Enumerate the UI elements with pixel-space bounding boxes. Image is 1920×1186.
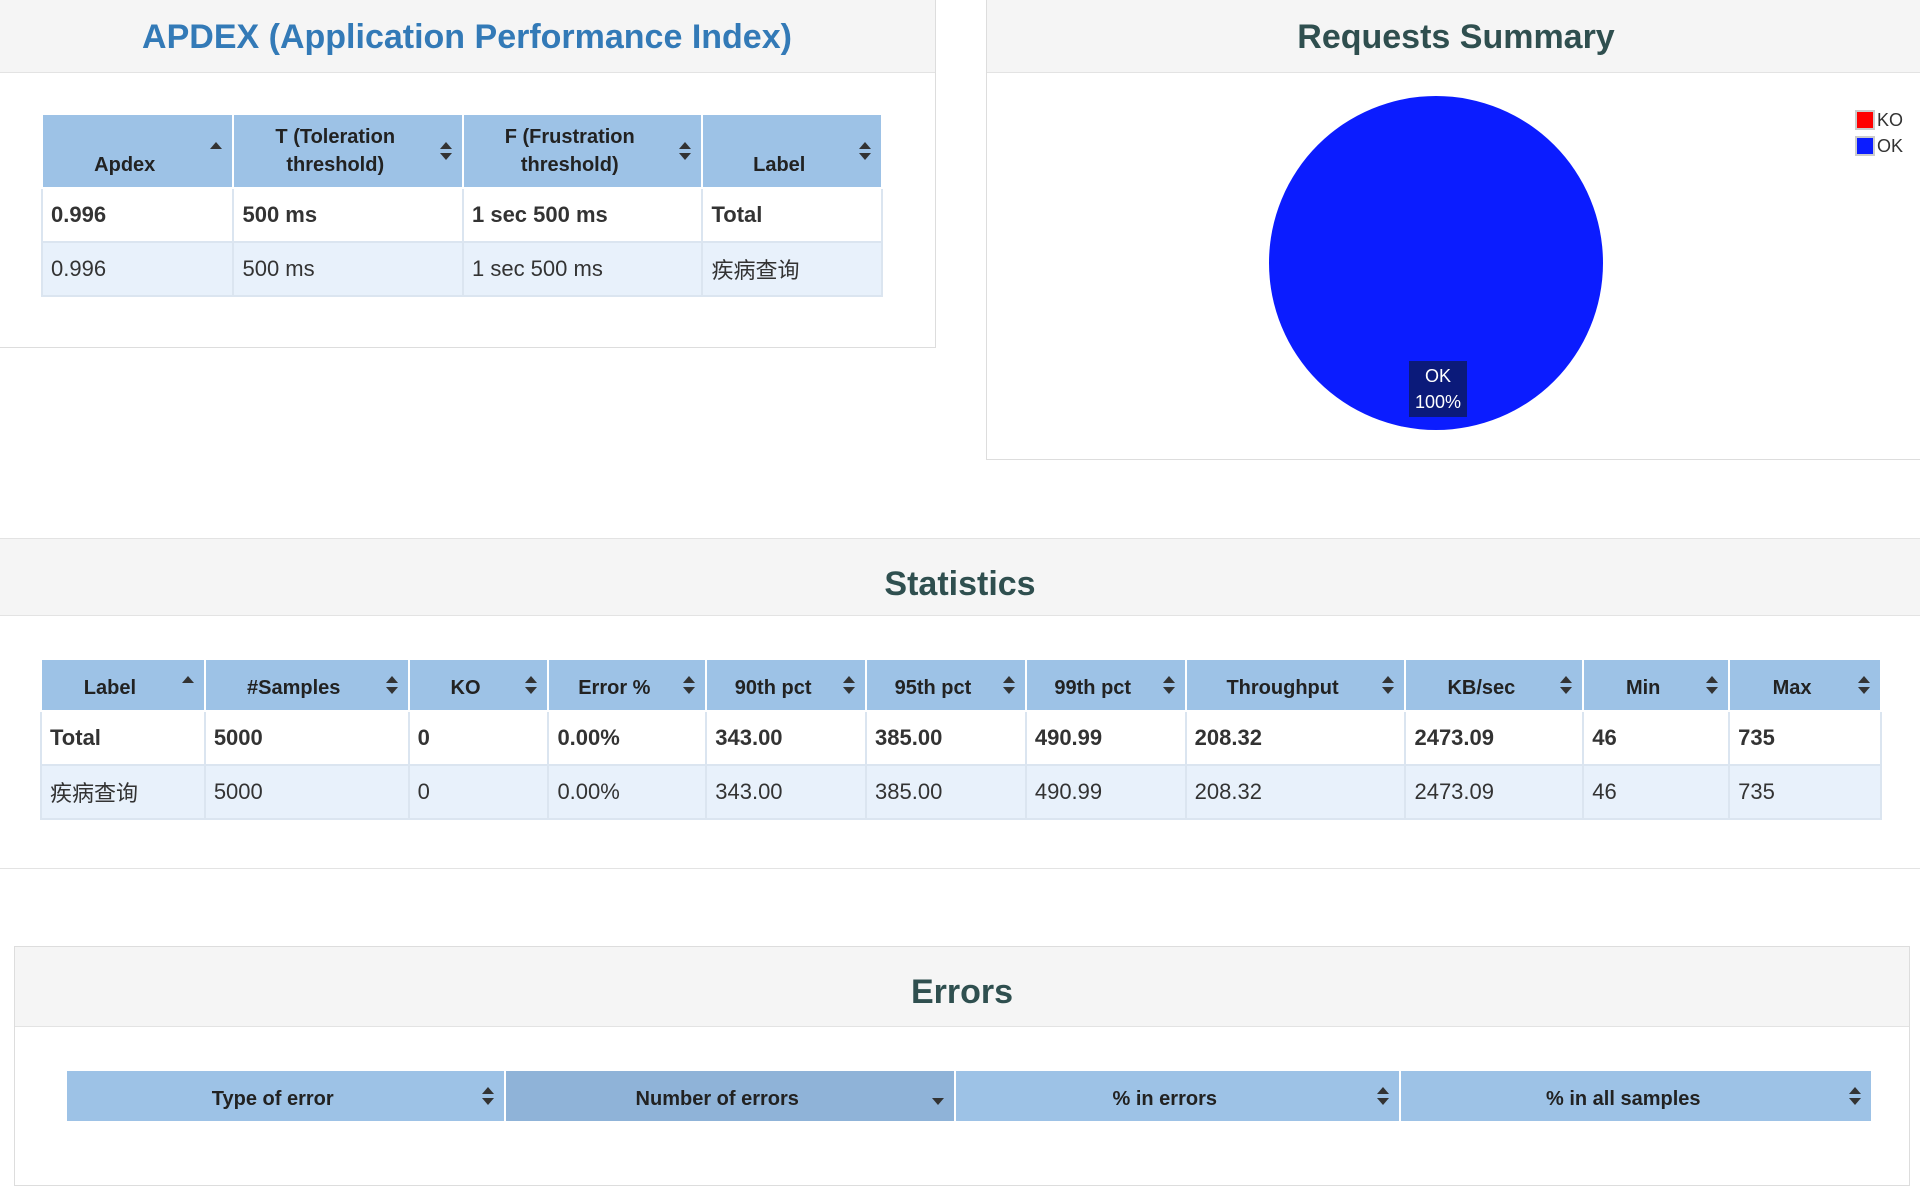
errors-table: Type of error Number of errors % in erro… [64,1069,1873,1123]
apdex-cell: 0.996 [40,187,235,243]
sort-icon [1377,1087,1390,1105]
stats-col-samples[interactable]: #Samples [203,658,410,712]
stats-cell: 208.32 [1184,764,1407,820]
chart-legend: KO OK [1854,107,1903,159]
stats-cell: 735 [1728,764,1882,820]
errors-col-pct-errors[interactable]: % in errors [953,1069,1402,1123]
apdex-cell: 500 ms [232,187,464,243]
errors-col-type[interactable]: Type of error [64,1069,507,1123]
stats-cell: 2473.09 [1404,710,1585,766]
stats-cell: 5000 [203,710,410,766]
statistics-divider [0,868,1920,869]
sort-icon [385,676,398,694]
sort-icon [843,676,856,694]
stats-cell: 208.32 [1184,710,1407,766]
stats-cell: 490.99 [1024,710,1187,766]
sort-asc-icon [181,676,194,694]
sort-icon [859,142,871,160]
legend-item-ko[interactable]: KO [1854,107,1903,133]
stats-col-min[interactable]: Min [1582,658,1731,712]
sort-icon [525,676,538,694]
sort-asc-icon [210,142,223,160]
stats-col-throughput[interactable]: Throughput [1184,658,1407,712]
stats-col-95th[interactable]: 95th pct [865,658,1027,712]
statistics-table: Label #Samples KO Error % 90th pct 95th … [40,658,1882,820]
statistics-title: Statistics [0,538,1920,616]
stats-cell: 46 [1582,764,1731,820]
stats-cell: 0 [407,710,550,766]
requests-summary-panel: Requests Summary OK 100% KO OK [986,0,1920,460]
stats-col-kbsec[interactable]: KB/sec [1404,658,1585,712]
apdex-table: Apdex T (Toleration threshold) F (Frustr… [40,113,883,297]
apdex-cell: 1 sec 500 ms [461,187,704,243]
sort-icon [482,1087,495,1105]
errors-title: Errors [15,947,1909,1027]
stats-cell: Total [40,710,206,766]
apdex-cell: 疾病查询 [701,241,883,297]
stats-cell: 0 [407,764,550,820]
stats-cell: 343.00 [705,764,868,820]
sort-icon [1858,676,1870,694]
stats-col-label[interactable]: Label [40,658,206,712]
table-row: 疾病查询 5000 0 0.00% 343.00 385.00 490.99 2… [40,764,1882,820]
sort-icon [439,142,452,160]
stats-col-99th[interactable]: 99th pct [1024,658,1187,712]
stats-col-ko[interactable]: KO [407,658,550,712]
sort-icon [1382,676,1395,694]
sort-icon [683,676,696,694]
table-row: 0.996 500 ms 1 sec 500 ms 疾病查询 [40,241,883,297]
stats-cell: 0.00% [547,710,708,766]
apdex-col-toleration[interactable]: T (Toleration threshold) [232,113,464,189]
sort-icon [1560,676,1573,694]
stats-cell: 490.99 [1024,764,1187,820]
apdex-cell: 500 ms [232,241,464,297]
stats-col-error-pct[interactable]: Error % [547,658,708,712]
apdex-cell: 0.996 [40,241,235,297]
legend-item-ok[interactable]: OK [1854,133,1903,159]
apdex-title: APDEX (Application Performance Index) [0,0,935,73]
apdex-col-label[interactable]: Label [701,113,883,189]
apdex-col-apdex[interactable]: Apdex [40,113,235,189]
legend-swatch-ko [1854,110,1875,130]
legend-swatch-ok [1854,136,1875,156]
apdex-panel: APDEX (Application Performance Index) Ap… [0,0,936,348]
stats-cell: 385.00 [865,710,1027,766]
requests-summary-title: Requests Summary [987,0,1920,73]
pie-slice-label: OK 100% [1409,361,1468,417]
errors-panel: Errors Type of error Number of errors % … [14,946,1910,1186]
apdex-col-frustration[interactable]: F (Frustration threshold) [461,113,704,189]
sort-icon [1162,676,1175,694]
errors-col-pct-all[interactable]: % in all samples [1399,1069,1873,1123]
stats-cell: 2473.09 [1404,764,1585,820]
stats-col-90th[interactable]: 90th pct [705,658,868,712]
sort-icon [1002,676,1015,694]
stats-col-max[interactable]: Max [1728,658,1882,712]
sort-desc-icon [932,1087,944,1105]
pie-slice-ok[interactable] [1269,96,1603,430]
stats-cell: 385.00 [865,764,1027,820]
sort-icon [1706,676,1719,694]
errors-col-number[interactable]: Number of errors [504,1069,956,1123]
stats-cell: 疾病查询 [40,764,206,820]
table-row: Total 5000 0 0.00% 343.00 385.00 490.99 … [40,710,1882,766]
stats-cell: 5000 [203,764,410,820]
table-row: 0.996 500 ms 1 sec 500 ms Total [40,187,883,243]
stats-cell: 735 [1728,710,1882,766]
stats-cell: 46 [1582,710,1731,766]
sort-icon [1849,1087,1861,1105]
apdex-cell: Total [701,187,883,243]
sort-icon [679,142,692,160]
stats-cell: 343.00 [705,710,868,766]
stats-cell: 0.00% [547,764,708,820]
pie-chart [1269,96,1603,430]
apdex-cell: 1 sec 500 ms [461,241,704,297]
